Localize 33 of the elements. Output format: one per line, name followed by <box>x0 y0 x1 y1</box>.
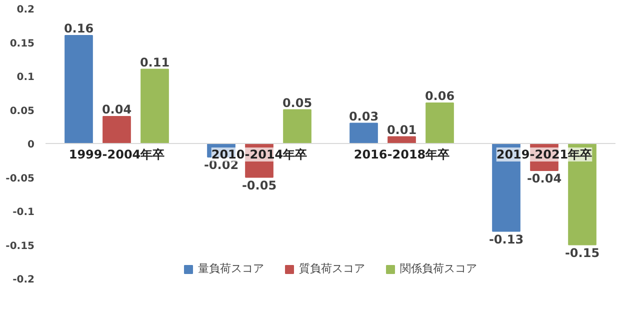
y-tick-label: 0.1 <box>16 72 35 83</box>
bar <box>426 102 454 144</box>
data-label: -0.13 <box>488 232 524 246</box>
data-label: -0.05 <box>242 178 277 192</box>
bar <box>140 68 169 144</box>
x-tick-label: 2016-2018年卒 <box>354 148 450 162</box>
data-label: 0.04 <box>102 102 132 116</box>
data-label: 0.01 <box>386 122 417 137</box>
y-tick-label: -0.1 <box>12 207 35 218</box>
legend-label: 質負荷スコア <box>299 261 365 276</box>
data-label: -0.15 <box>564 246 600 260</box>
bar <box>350 122 378 144</box>
x-tick-label: 2010-2014年卒 <box>211 148 308 162</box>
legend-label: 関係負荷スコア <box>400 261 477 276</box>
x-tick-label: 2019-2021年卒 <box>496 148 592 162</box>
data-label: 0.06 <box>424 89 455 103</box>
x-tick-label: 1999-2004年卒 <box>68 148 165 162</box>
legend-label: 量負荷スコア <box>198 261 264 276</box>
y-tick-label: 0.15 <box>10 38 35 50</box>
data-label: 0.03 <box>348 109 379 124</box>
bar <box>283 109 312 144</box>
bar <box>64 35 93 144</box>
y-tick-label: -0.2 <box>12 274 35 286</box>
y-tick-label: 0.2 <box>16 4 35 16</box>
data-label: -0.04 <box>526 172 562 186</box>
y-tick-label: -0.05 <box>6 173 35 184</box>
bar <box>102 116 131 144</box>
data-label: 0.05 <box>282 96 312 110</box>
y-tick-label: -0.15 <box>6 240 35 252</box>
data-label: 0.16 <box>64 22 94 36</box>
y-tick-label: 0 <box>28 140 35 150</box>
data-label: 0.11 <box>140 55 170 70</box>
y-tick-label: 0.05 <box>10 106 35 117</box>
